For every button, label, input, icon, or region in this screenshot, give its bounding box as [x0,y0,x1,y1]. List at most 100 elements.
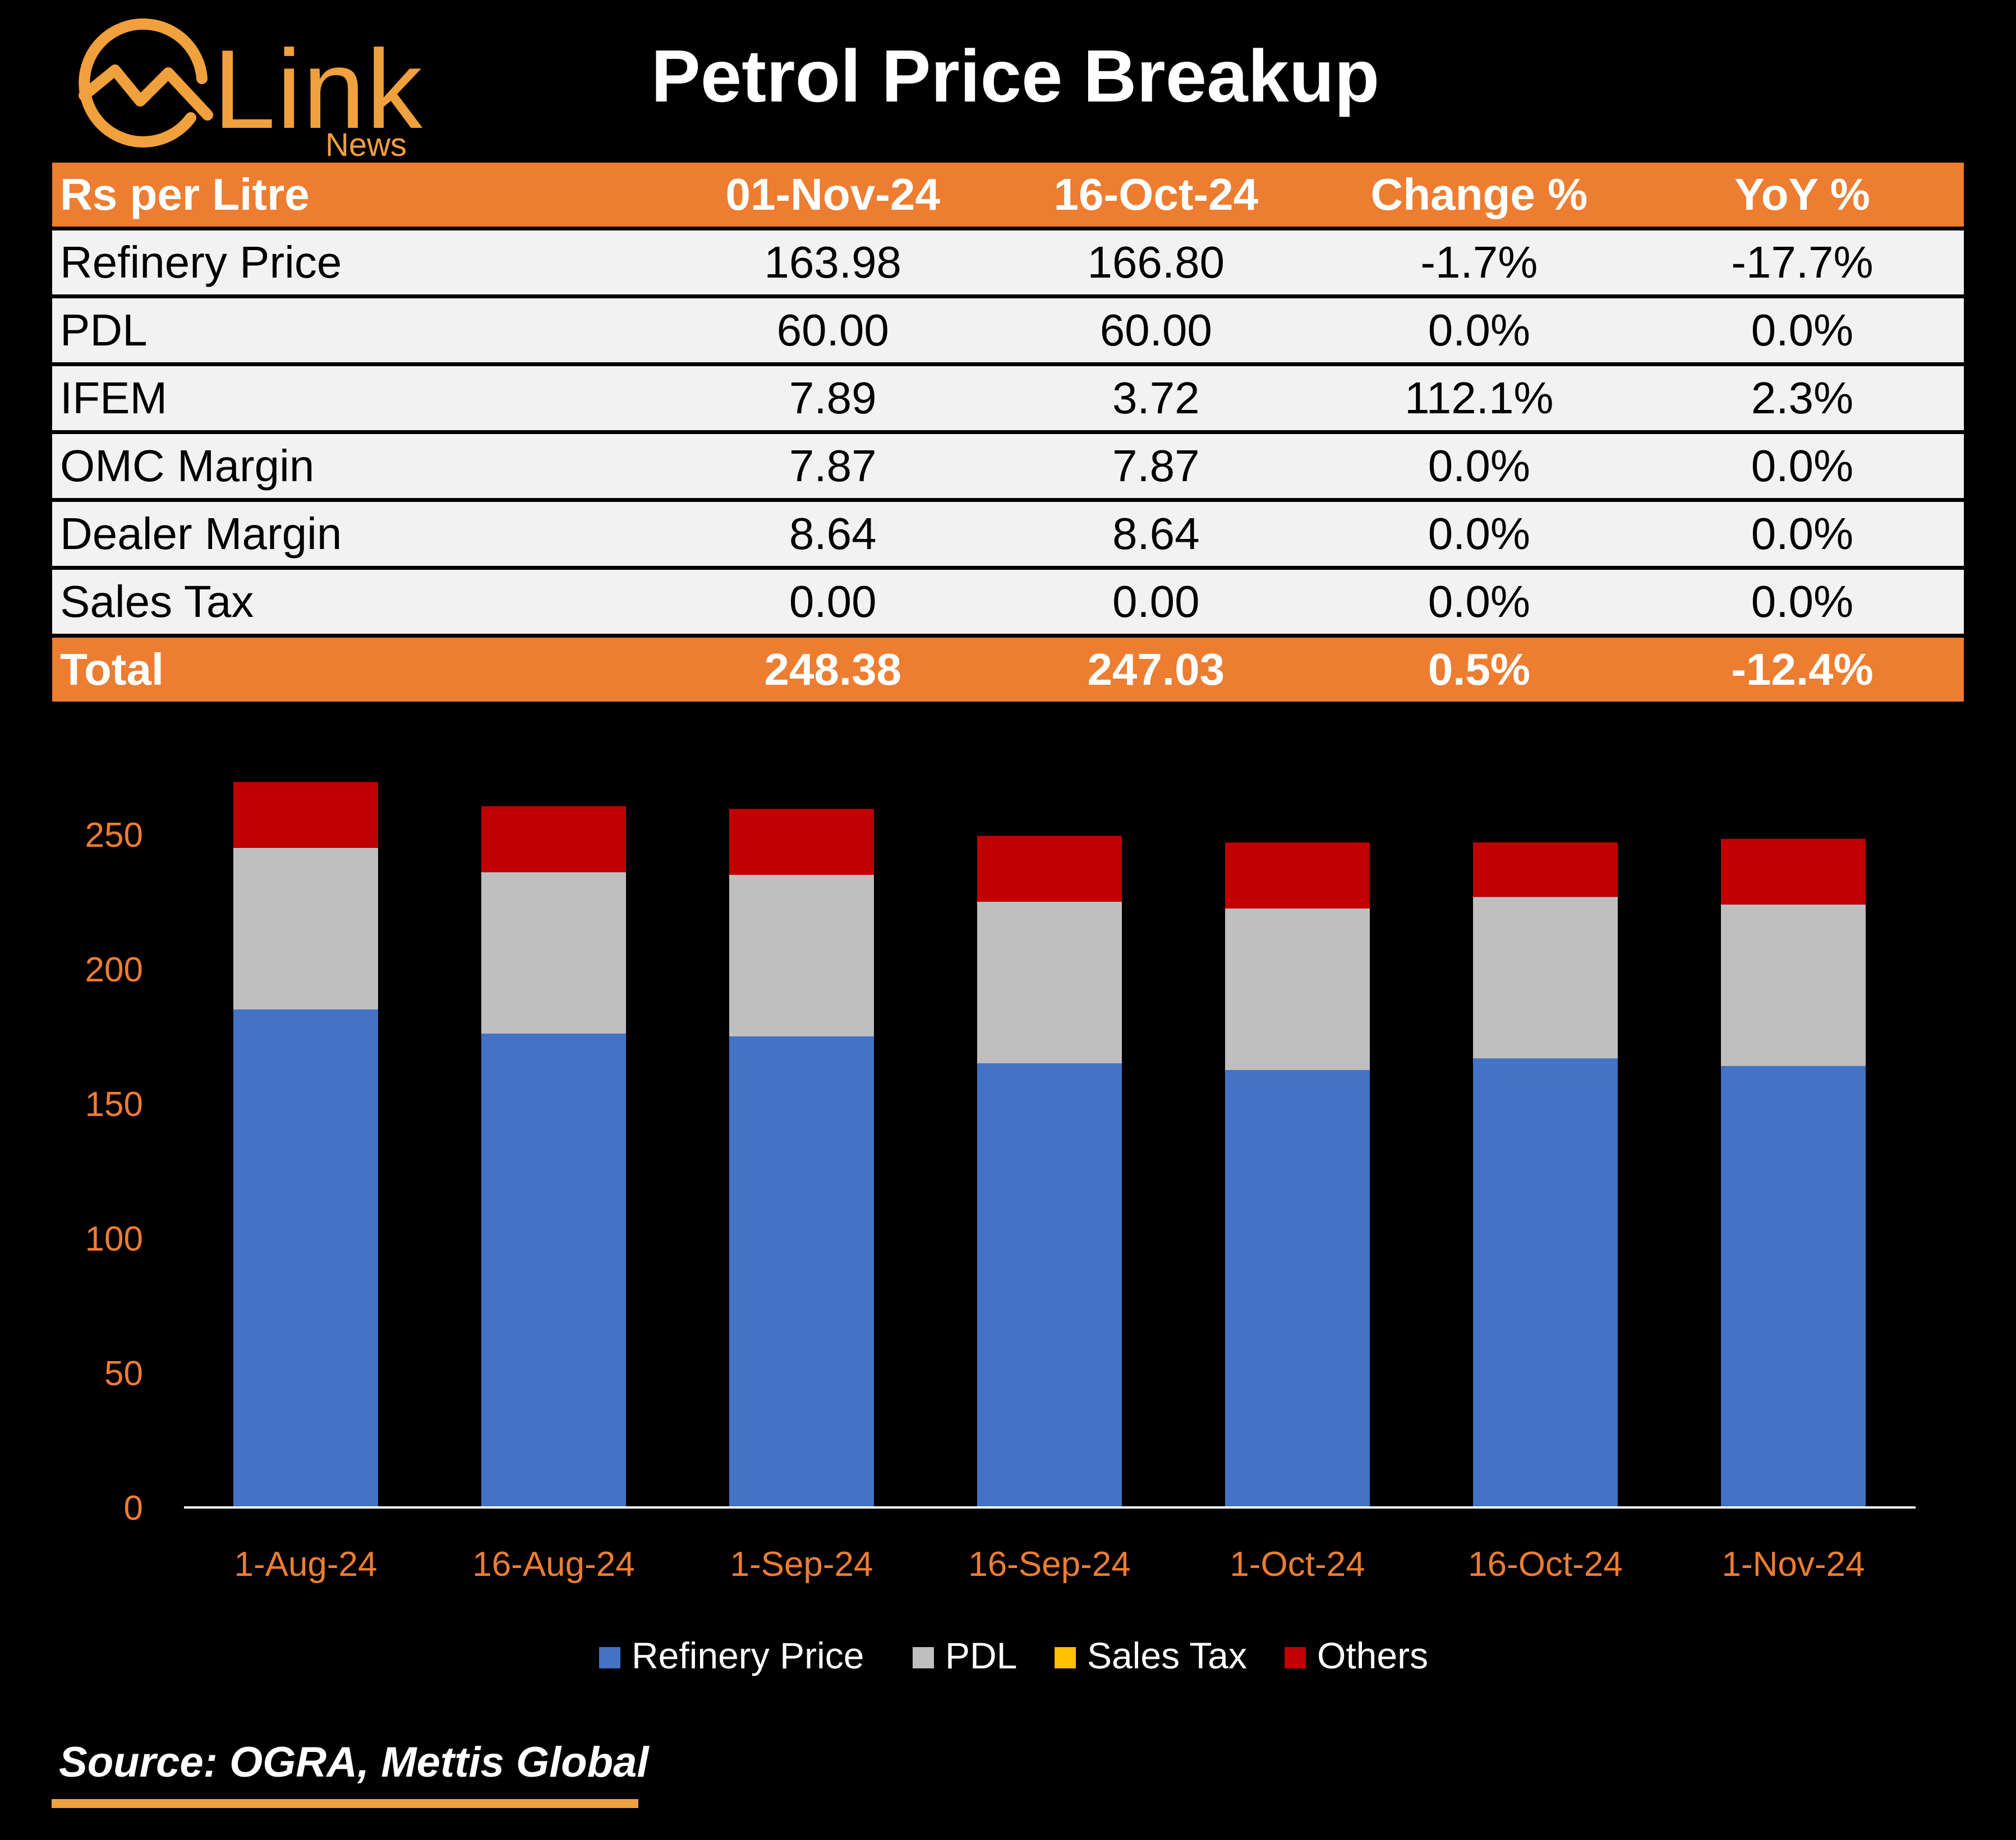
link-news-logo: Link News [62,11,454,162]
table-cell: -17.7% [1731,237,1874,287]
table-cell: -1.7% [1420,237,1538,287]
x-tick-label: 16-Sep-24 [968,1545,1131,1584]
header-cell: YoY % [1734,169,1870,219]
bar-refinery-price [233,1009,378,1507]
bar-pdl [481,872,626,1034]
bar-others [481,806,626,873]
bar-pdl [1225,909,1370,1070]
bar-refinery-price [977,1063,1122,1507]
legend-swatch [1055,1647,1076,1668]
table-header-row: Rs per Litre 01-Nov-24 16-Oct-24 Change … [52,163,1964,227]
table-row: Dealer Margin 8.64 8.64 0.0% 0.0% [52,502,1964,566]
bar-others [977,836,1122,902]
bar-pdl [233,848,378,1009]
row-label: Dealer Margin [60,509,342,559]
bar-others [233,782,378,848]
table-cell: 0.0% [1428,305,1531,355]
table-cell: 60.00 [776,305,889,355]
x-tick-label: 1-Aug-24 [234,1545,377,1584]
price-table: Rs per Litre 01-Nov-24 16-Oct-24 Change … [52,163,1964,705]
table-cell: 8.64 [789,509,877,559]
source-note: Source: OGRA, Mettis Global [59,1738,649,1786]
table-cell: 163.98 [764,237,902,287]
bar-refinery-price [1721,1066,1866,1507]
bar-others [1225,842,1370,909]
table-cell: 0.0% [1428,441,1531,491]
bar-refinery-price [1225,1070,1370,1507]
table-cell: 7.89 [789,373,877,423]
logo-wordmark: Link [213,27,424,152]
header-cell: 01-Nov-24 [725,169,940,219]
y-tick-label: 100 [85,1220,143,1258]
bar-refinery-price [729,1036,874,1507]
bar-pdl [977,902,1122,1063]
total-cell: 247.03 [1087,644,1225,694]
header-cell: Rs per Litre [60,169,310,219]
bar-pdl [1721,904,1866,1066]
table-cell: 0.0% [1751,577,1854,626]
table-cell: 0.00 [1112,577,1200,626]
y-tick-label: 150 [85,1085,143,1124]
table-cell: 60.00 [1099,305,1212,355]
y-tick-label: 200 [85,951,143,989]
legend-label: Refinery Price [632,1635,864,1676]
bar-others [729,809,874,875]
x-tick-label: 1-Oct-24 [1230,1545,1365,1584]
row-label: Sales Tax [60,577,254,626]
table-row: OMC Margin 7.87 7.87 0.0% 0.0% [52,434,1964,498]
row-label: PDL [60,305,148,355]
table-cell: 0.0% [1428,509,1531,559]
table-cell: 7.87 [789,441,877,491]
x-tick-label: 16-Oct-24 [1468,1545,1623,1584]
table-cell: 166.80 [1087,237,1225,287]
logo-icon [79,19,213,147]
bar-others [1721,838,1866,905]
table-cell: 8.64 [1112,509,1200,559]
table-cell: 0.0% [1428,577,1531,626]
x-tick-label: 1-Nov-24 [1722,1545,1865,1584]
table-row: Sales Tax 0.00 0.00 0.0% 0.0% [52,570,1964,634]
source-underline [52,1799,638,1808]
table-cell: 3.72 [1112,373,1200,423]
legend-swatch [913,1647,934,1668]
table-cell: 0.0% [1751,441,1854,491]
bar-refinery-price [1473,1058,1618,1507]
legend-label: Sales Tax [1087,1635,1247,1676]
row-label: Refinery Price [60,237,342,287]
table-row: IFEM 7.89 3.72 112.1% 2.3% [52,366,1964,430]
table-cell: 112.1% [1405,373,1554,423]
y-tick-label: 50 [104,1354,143,1393]
legend-swatch [599,1647,620,1668]
page-title: Petrol Price Breakup [651,35,1380,117]
row-label: OMC Margin [60,441,315,491]
table-cell: 2.3% [1751,373,1854,423]
y-tick-label: 250 [85,816,143,855]
row-label: IFEM [60,373,168,423]
table-cell: 7.87 [1112,441,1200,491]
y-tick-label: 0 [124,1489,143,1528]
legend-label: PDL [945,1635,1017,1676]
bar-pdl [1473,897,1618,1059]
legend-label: Others [1317,1635,1428,1676]
logo-subtitle: News [325,127,407,163]
header-cell: Change % [1370,169,1588,219]
header-cell: 16-Oct-24 [1053,169,1259,219]
total-label: Total [60,644,164,694]
table-row: Refinery Price 163.98 166.80 -1.7% -17.7… [52,230,1964,294]
bar-pdl [729,875,874,1036]
total-cell: 0.5% [1428,644,1531,694]
table-cell: 0.0% [1751,509,1854,559]
bar-others [1473,842,1618,897]
legend-swatch [1285,1647,1306,1668]
table-row: PDL 60.00 60.00 0.0% 0.0% [52,298,1964,362]
table-cell: 0.00 [789,577,877,626]
total-cell: 248.38 [764,644,902,694]
bar-refinery-price [481,1034,626,1507]
x-tick-label: 1-Sep-24 [730,1545,873,1584]
table-cell: 0.0% [1751,305,1854,355]
x-tick-label: 16-Aug-24 [472,1545,635,1584]
table-total-row: Total 248.38 247.03 0.5% -12.4% [52,638,1964,702]
total-cell: -12.4% [1731,644,1874,694]
